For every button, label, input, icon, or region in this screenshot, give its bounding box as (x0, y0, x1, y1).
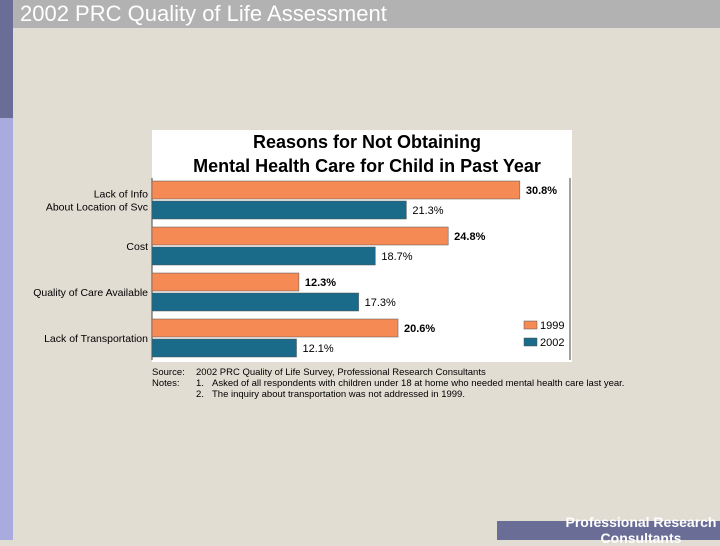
legend-label: 2002 (540, 337, 564, 349)
category-label: About Location of Svc (46, 202, 148, 214)
legend-swatch (523, 337, 538, 347)
category-label: Lack of Info (94, 189, 148, 201)
bar-2002 (151, 246, 376, 266)
legend-swatch (523, 320, 538, 330)
chart-notes: Source: 2002 PRC Quality of Life Survey,… (152, 367, 624, 400)
header-bar (0, 0, 720, 28)
data-label: 24.8% (454, 231, 485, 243)
bar-1999 (151, 226, 449, 246)
bar-2002 (151, 292, 359, 312)
footer-bar (497, 521, 720, 540)
category-label: Cost (126, 241, 148, 253)
notes-label: Notes: (152, 378, 180, 389)
chart-title-line: Mental Health Care for Child in Past Yea… (193, 156, 541, 176)
source-text: 2002 PRC Quality of Life Survey, Profess… (196, 367, 486, 378)
note-text: Asked of all respondents with children u… (212, 378, 625, 389)
footer-text: Professional Research Consultants (565, 514, 717, 546)
bar-1999 (151, 318, 399, 338)
bar-2002 (151, 338, 297, 358)
category-label: Quality of Care Available (33, 287, 148, 299)
data-label: 20.6% (404, 323, 435, 335)
data-label: 18.7% (381, 251, 412, 263)
data-label: 12.3% (305, 277, 336, 289)
data-label: 17.3% (365, 297, 396, 309)
bar-1999 (151, 180, 521, 200)
data-label: 30.8% (526, 185, 557, 197)
bar-2002 (151, 200, 407, 220)
note-number: 2. (196, 389, 204, 400)
note-text: The inquiry about transportation was not… (212, 389, 465, 400)
sidebar-accent-dark (0, 0, 13, 118)
bar-1999 (151, 272, 300, 292)
data-label: 12.1% (303, 343, 334, 355)
category-label: Lack of Transportation (44, 333, 148, 345)
chart-title-line: Reasons for Not Obtaining (253, 132, 481, 152)
legend-label: 1999 (540, 320, 564, 332)
source-label: Source: (152, 367, 185, 378)
note-number: 1. (196, 378, 204, 389)
sidebar-accent-light (0, 118, 13, 540)
data-label: 21.3% (412, 205, 443, 217)
page-title: 2002 PRC Quality of Life Assessment (20, 1, 387, 26)
